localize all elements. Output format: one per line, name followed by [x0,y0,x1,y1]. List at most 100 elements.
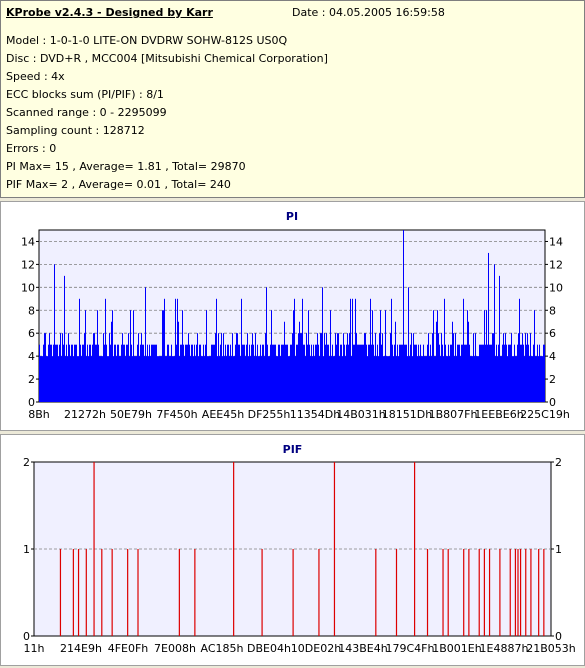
pi-bar [150,356,151,402]
pi-bar [157,356,158,402]
pi-bar [77,356,78,402]
pif-bar [395,549,398,636]
pi-bar [252,333,253,402]
pi-bar [516,356,517,402]
pi-bar [427,344,428,402]
pi-bar [236,333,237,402]
pi-bar [459,344,460,402]
pi-bar [400,344,401,402]
pi-bar [303,344,304,402]
x-tick-label: 214E9h [60,642,102,655]
pi-bar [54,264,55,402]
pi-bar [508,344,509,402]
pi-bar [395,321,396,402]
pi-bar [450,344,451,402]
pi-bar [335,333,336,402]
pi-bar [511,333,512,402]
pi-bar [126,344,127,402]
pi-bar [280,356,281,402]
pi-bar [127,344,128,402]
pif-bars [59,462,545,636]
pi-bar [504,344,505,402]
pi-bar [43,344,44,402]
pi-bar [469,344,470,402]
pi-bar [44,333,45,402]
pi-bar [231,356,232,402]
pi-bar [535,356,536,402]
pi-bar [249,344,250,402]
pi-bar [387,356,388,402]
pi-bar [207,356,208,402]
pi-bar [76,344,77,402]
x-tick-label: 1B001Eh [432,642,481,655]
pi-bar [539,344,540,402]
pi-bar [147,344,148,402]
pi-bar [350,298,351,402]
pi-bar [65,356,66,402]
pi-bar [130,310,131,402]
pi-bar [502,344,503,402]
pi-bar [458,344,459,402]
pi-bar [98,344,99,402]
pi-bar [99,356,100,402]
pi-bar [271,310,272,402]
pi-bar [328,344,329,402]
pi-bar [264,356,265,402]
pi-bar [301,333,302,402]
pi-bar [487,344,488,402]
pi-bar [521,344,522,402]
pi-bar [463,298,464,402]
pi-bar [272,344,273,402]
pi-bar [355,298,356,402]
pi-bar [133,310,134,402]
pif-bar [111,549,113,636]
pi-bar [347,333,348,402]
pif-bar [178,549,180,636]
pi-bar [295,356,296,402]
pi-bar [353,344,354,402]
pi-bar [365,333,366,402]
pi-bar [428,333,429,402]
pi-bar [186,344,187,402]
pi-bar [391,298,392,402]
info-panel: KProbe v2.4.3 - Designed by Karr Date : … [0,0,585,198]
pi-bar [208,356,209,402]
pi-bar [238,344,239,402]
pi-bar [541,356,542,402]
pi-bar [401,344,402,402]
pi-bar [218,333,219,402]
pi-bar [194,344,195,402]
info-sampling: Sampling count : 128712 [6,124,145,137]
y-tick-label-right: 14 [549,235,563,248]
pif-bar [538,549,540,636]
pi-bar [142,344,143,402]
pi-bar [357,344,358,402]
pi-bar [145,287,146,402]
pi-bar [122,333,123,402]
y-tick-label-right: 10 [549,281,563,294]
pif-bar [292,549,294,636]
pi-bar [297,344,298,402]
x-tick-label: 1EEBE6h [474,408,523,421]
pi-bar [477,356,478,402]
pi-bar [84,333,85,402]
pi-bar [319,356,320,402]
pif-bar [519,549,522,636]
pi-bar [451,344,452,402]
pi-bar [233,356,234,402]
pi-bar [320,333,321,402]
pi-bar [160,356,161,402]
pi-bar [510,344,511,402]
pi-bar [177,298,178,402]
pi-bar [537,344,538,402]
pi-bar [423,344,424,402]
pi-bar [67,356,68,402]
pi-bar [245,356,246,402]
pi-bar [354,344,355,402]
pif-bar [318,549,320,636]
pi-bar [176,344,177,402]
pif-bar [426,549,429,636]
pi-bar [331,356,332,402]
pi-bar [171,344,172,402]
pif-bar [517,549,519,636]
